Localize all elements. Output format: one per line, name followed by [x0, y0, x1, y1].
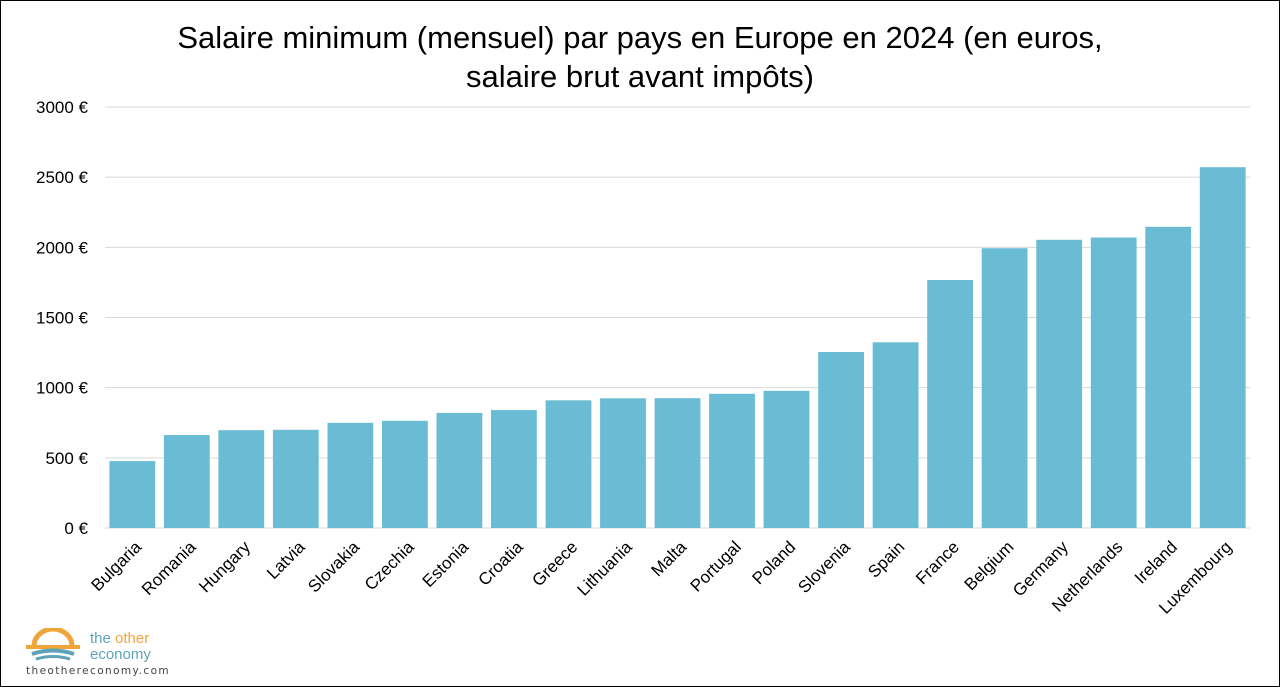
y-tick-label: 2500 € — [36, 168, 89, 187]
brand-logo: the other economy theothereconomy.com — [22, 628, 182, 680]
x-tick-label: Romania — [138, 537, 200, 599]
x-tick-label: Spain — [864, 537, 908, 581]
bars — [109, 167, 1246, 529]
chart-title: Salaire minimum (mensuel) par pays en Eu… — [40, 18, 1240, 96]
bar-malta — [654, 398, 701, 528]
bar-poland — [763, 390, 810, 528]
bar-greece — [545, 400, 592, 528]
bar-ireland — [1145, 226, 1192, 529]
chart-title-line-1: Salaire minimum (mensuel) par pays en Eu… — [177, 20, 1103, 55]
y-tick-label: 0 € — [64, 519, 88, 538]
y-tick-label: 1500 € — [36, 309, 89, 328]
bar-croatia — [491, 410, 537, 528]
x-tick-label: Slovakia — [304, 537, 363, 596]
bar-portugal — [709, 393, 755, 528]
bar-hungary — [218, 430, 265, 528]
y-tick-label: 1000 € — [36, 379, 89, 398]
bar-germany — [1036, 239, 1083, 529]
x-tick-label: France — [912, 537, 963, 588]
y-tick-label: 2000 € — [36, 238, 89, 257]
x-tick-label: Ireland — [1131, 537, 1181, 587]
y-axis-tick-labels: 0 € 500 € 1000 € 1500 € 2000 € 2500 € 3000 € — [36, 98, 89, 538]
x-tick-label: Slovenia — [794, 537, 854, 597]
x-tick-label: Czechia — [361, 537, 418, 594]
bar-netherlands — [1090, 237, 1137, 528]
bar-slovakia — [327, 422, 374, 529]
x-tick-label: Estonia — [419, 537, 473, 591]
bar-bulgaria — [109, 461, 156, 528]
bar-belgium — [981, 248, 1028, 528]
x-tick-label: Malta — [647, 537, 690, 580]
bar-romania — [163, 435, 210, 528]
sunrise-logo-icon — [26, 628, 80, 661]
brand-name: the other economy — [90, 631, 151, 663]
brand-name-part-1: the — [90, 630, 116, 647]
x-tick-label: Hungary — [195, 537, 254, 596]
x-tick-label: Greece — [528, 537, 581, 590]
x-tick-label: Bulgaria — [88, 537, 146, 595]
bar-luxembourg — [1199, 167, 1246, 528]
brand-name-part-2: other — [115, 630, 150, 647]
x-tick-label: Poland — [749, 537, 800, 588]
y-tick-label: 500 € — [45, 449, 88, 468]
x-tick-label: Portugal — [687, 537, 745, 595]
brand-url: theothereconomy.com — [26, 665, 171, 677]
x-tick-label: Croatia — [475, 537, 528, 590]
chart-title-line-2: salaire brut avant impôts) — [465, 59, 815, 94]
bar-france — [927, 280, 973, 528]
x-tick-label: Lithuania — [574, 537, 637, 600]
bar-lithuania — [600, 398, 646, 528]
bar-czechia — [382, 420, 428, 528]
brand-name-line-2: economy — [90, 646, 151, 663]
y-tick-label: 3000 € — [36, 98, 89, 117]
bar-spain — [872, 342, 919, 528]
bar-slovenia — [818, 352, 864, 528]
x-tick-label: Latvia — [263, 537, 309, 583]
bar-latvia — [272, 429, 319, 528]
bar-estonia — [436, 412, 483, 528]
